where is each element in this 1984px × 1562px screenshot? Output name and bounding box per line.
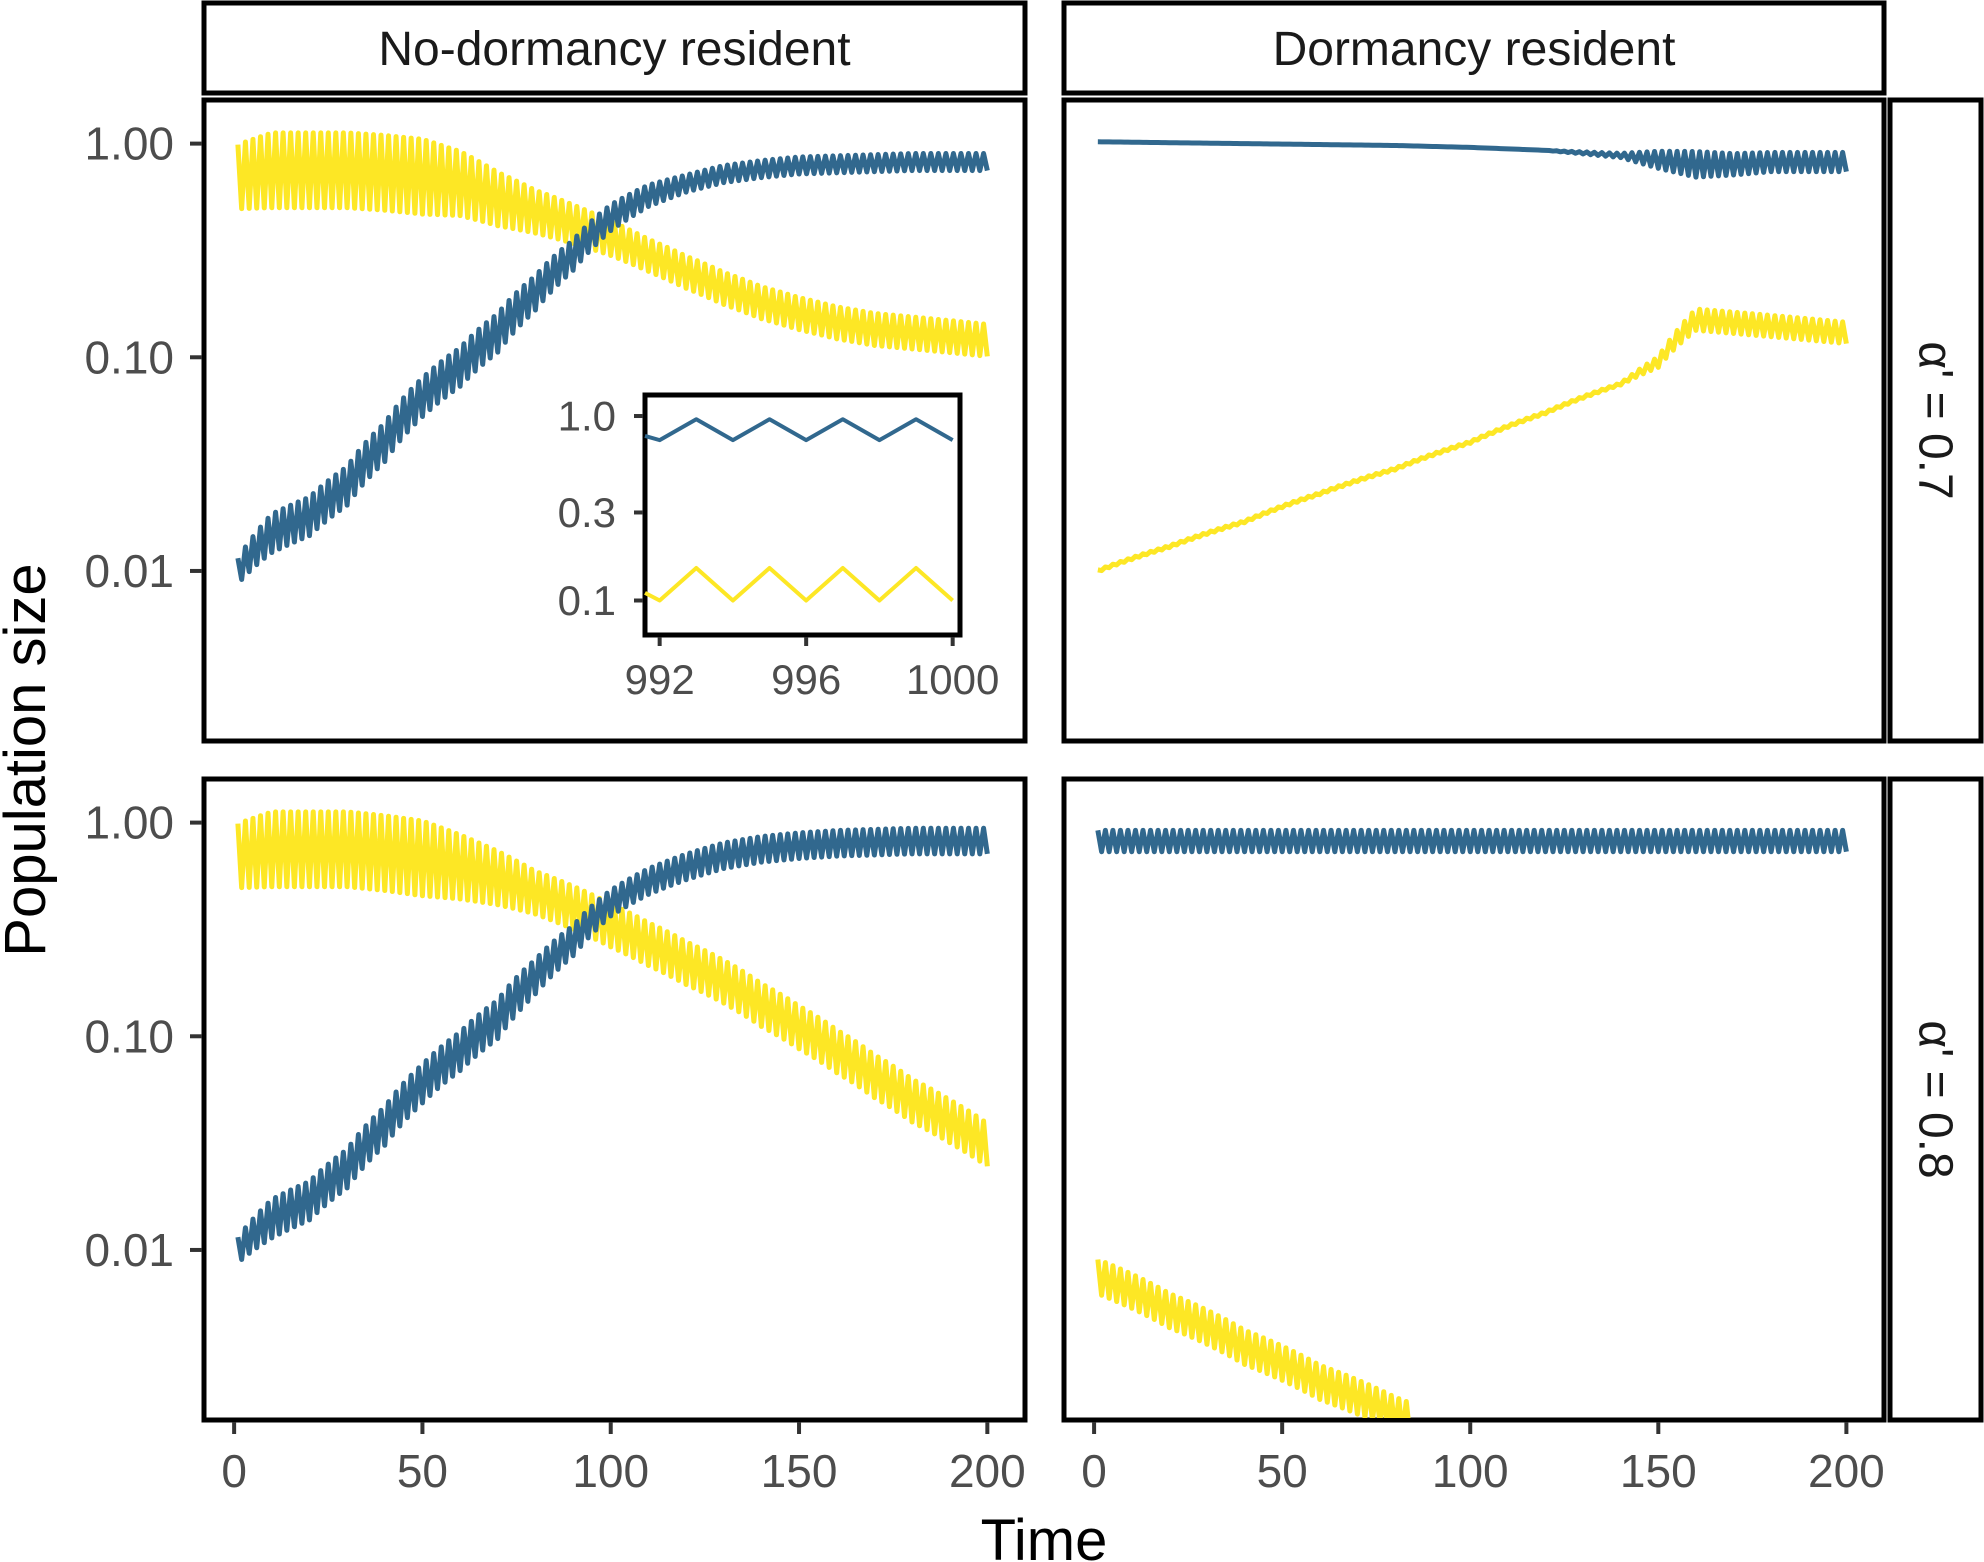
series-layer-r2c2 [1095, 827, 1849, 1418]
inset-x-tick-label: 996 [771, 656, 841, 703]
x-axis-col-1: 0 50 100 150 200 [221, 1422, 1026, 1497]
y-tick-label: 0.01 [84, 545, 174, 597]
series-line-blue-r2c2 [1095, 827, 1849, 855]
y-tick-label: 0.10 [84, 331, 174, 383]
series-line-yellow-r2c1 [235, 809, 990, 1167]
series-line-blue-r2c1 [235, 825, 990, 1262]
inset-x-tick-label: 1000 [906, 656, 999, 703]
strip-col-1-box [201, 0, 1028, 96]
inset-line-blue [644, 417, 954, 443]
x-axis-col-2: 0 50 100 150 200 [1081, 1422, 1885, 1497]
y-tick-label: 1.00 [84, 118, 174, 170]
x-tick-label: 0 [1081, 1445, 1107, 1497]
inset-x-tick-label: 992 [625, 656, 695, 703]
strip-row-1-box [1887, 97, 1984, 744]
y-axis-row-1: 1.00 0.10 0.01 [84, 118, 202, 597]
x-tick-label: 200 [949, 1445, 1026, 1497]
x-tick-label: 200 [1808, 1445, 1885, 1497]
inset-y-tick-label: 0.3 [558, 489, 616, 536]
x-tick-label: 100 [572, 1445, 649, 1497]
series-line-yellow-r2c2 [1095, 1259, 1411, 1418]
strip-col-2-box [1061, 0, 1887, 96]
x-tick-label: 0 [221, 1445, 247, 1497]
strip-col-2-label: Dormancy resident [1273, 23, 1676, 76]
x-tick-label: 50 [397, 1445, 448, 1497]
x-tick-label: 50 [1257, 1445, 1308, 1497]
strip-row-2-label: α' = 0.8 [1909, 1020, 1962, 1178]
series-layer-r1c1 [235, 130, 990, 582]
series-line-yellow-r1c1 [235, 130, 990, 359]
y-tick-label: 0.10 [84, 1010, 174, 1062]
inset-y-tick-label: 0.1 [558, 577, 616, 624]
x-tick-label: 150 [1620, 1445, 1697, 1497]
y-tick-label: 1.00 [84, 797, 174, 849]
strip-row-2-box [1887, 776, 1984, 1423]
series-line-blue-r1c2 [1097, 139, 1849, 180]
y-tick-label: 0.01 [84, 1224, 174, 1276]
strip-row-1-label: α' = 0.7 [1909, 341, 1962, 499]
panel-frame-r1c2 [1061, 97, 1887, 744]
inset-series-layer [644, 417, 954, 603]
series-line-blue-r1c1 [235, 150, 990, 582]
inset-line-yellow [644, 566, 954, 603]
series-line-yellow-r1c2 [1097, 306, 1849, 574]
x-tick-label: 100 [1432, 1445, 1509, 1497]
series-layer-r1c2 [1097, 139, 1849, 574]
y-axis-row-2: 1.00 0.10 0.01 [84, 797, 202, 1276]
x-axis-title: Time [981, 1508, 1108, 1562]
y-axis-title: Population size [0, 563, 58, 956]
series-layer-r2c1 [235, 809, 990, 1262]
strip-col-1-label: No-dormancy resident [378, 23, 850, 76]
inset-y-tick-label: 1.0 [558, 393, 616, 440]
x-tick-label: 150 [761, 1445, 838, 1497]
